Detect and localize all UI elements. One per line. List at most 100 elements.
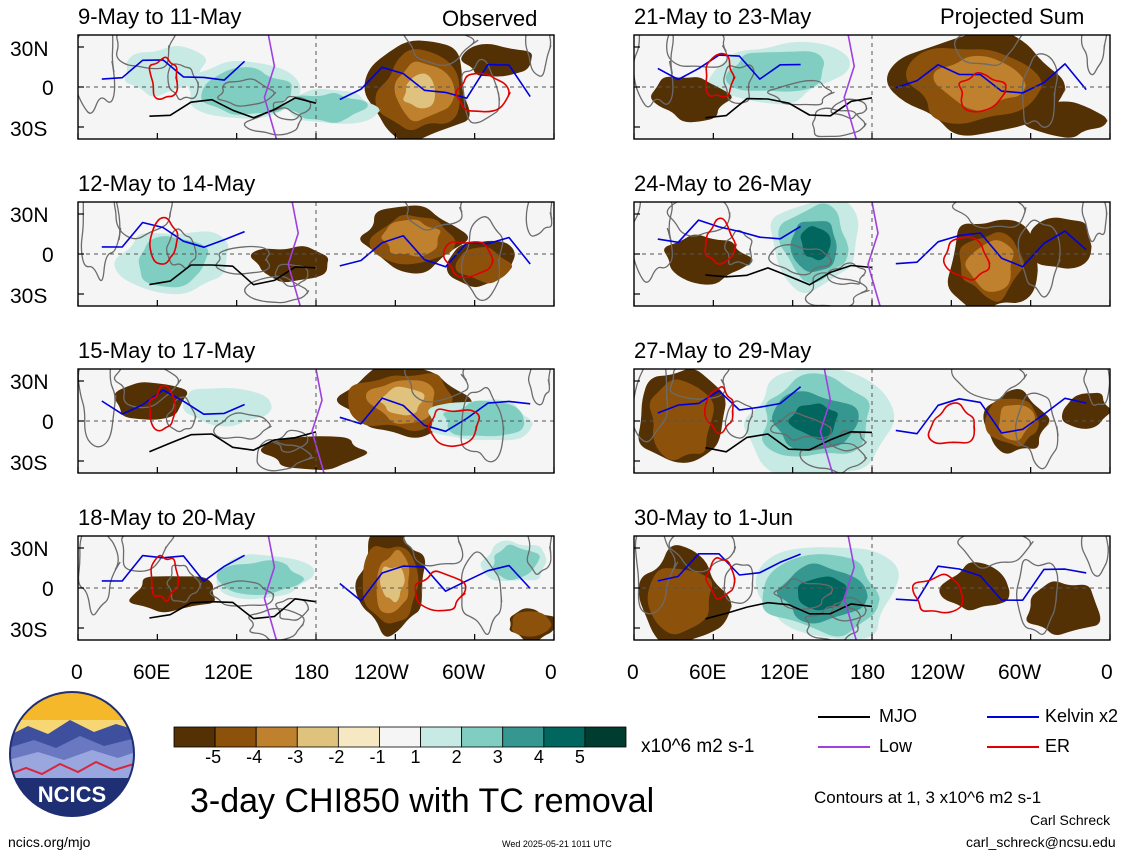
lon-label-60e-right: 60E xyxy=(689,661,727,684)
coastline xyxy=(634,369,669,443)
lon-label-120e-right: 120E xyxy=(760,661,810,684)
contour-line xyxy=(263,536,278,640)
panel-title-7: 27-May to 29-May xyxy=(634,338,812,363)
contour-line xyxy=(705,431,873,453)
contour-line xyxy=(148,384,177,432)
colorbar-tick-label: 3 xyxy=(492,747,503,767)
coastline xyxy=(167,63,199,101)
coastline xyxy=(1015,392,1059,470)
coastline xyxy=(113,369,182,409)
legend-lines xyxy=(818,716,1039,748)
legend-label-mjo: MJO xyxy=(879,706,917,726)
colorbar-swatch xyxy=(543,726,586,748)
map-panel-2 xyxy=(78,202,554,306)
coastline xyxy=(1080,536,1110,577)
coastline xyxy=(723,64,755,105)
colorbar-swatch xyxy=(379,726,421,748)
contour-line xyxy=(455,72,511,113)
coastline xyxy=(634,35,674,108)
coastline xyxy=(668,536,737,573)
coastline xyxy=(766,79,835,106)
coastline xyxy=(773,578,834,611)
coastline xyxy=(804,272,870,306)
coastline xyxy=(78,35,116,114)
colorbar-swatch xyxy=(502,726,545,748)
panel-title-6: 24-May to 26-May xyxy=(634,171,812,196)
coastline xyxy=(215,245,271,275)
contour-line xyxy=(958,71,1007,113)
contour-line xyxy=(895,230,1087,268)
lat-label-30n-4: 30N xyxy=(10,538,49,561)
contour-line xyxy=(149,431,317,453)
coastline xyxy=(527,369,551,406)
contour-line xyxy=(339,397,531,433)
author: Carl Schreck xyxy=(1030,812,1111,828)
coastline xyxy=(525,202,553,237)
coastline xyxy=(724,400,754,439)
anomaly-shading xyxy=(939,562,1010,611)
coastline xyxy=(826,262,867,285)
coastline xyxy=(275,597,310,621)
coastline xyxy=(1015,558,1059,635)
lat-label-eq-4: 0 xyxy=(42,578,54,601)
coastline xyxy=(80,202,122,282)
colorbar-tick-label: 1 xyxy=(410,747,421,767)
coastline xyxy=(812,107,867,138)
contour-line xyxy=(704,52,736,98)
lon-label-180-right: 180 xyxy=(850,661,886,684)
contour-line xyxy=(843,35,857,139)
panel-tag-projected: Projected Sum xyxy=(940,4,1085,29)
coastline xyxy=(524,35,552,77)
contour-line xyxy=(101,221,245,248)
anomaly-shading xyxy=(379,566,406,603)
coastline xyxy=(723,563,754,604)
map-panel-4 xyxy=(78,536,554,640)
map-panel-1 xyxy=(78,35,554,139)
anomaly-shading xyxy=(647,568,713,635)
coastline xyxy=(634,202,673,283)
lat-label-30n-1: 30N xyxy=(10,38,49,61)
anomaly-shading xyxy=(138,236,209,288)
panel-title-3: 15-May to 17-May xyxy=(78,338,256,363)
contour-line xyxy=(149,598,317,620)
legend-label-low: Low xyxy=(879,736,913,756)
contour-line xyxy=(819,369,834,473)
colorbar-swatch xyxy=(461,726,504,748)
anomaly-shading xyxy=(182,388,273,427)
map-panel-5 xyxy=(634,35,1110,139)
coastline xyxy=(953,35,1023,66)
lon-label-60e-left: 60E xyxy=(133,661,171,684)
contour-line xyxy=(101,554,245,582)
anomaly-shading xyxy=(1029,217,1092,269)
contour-line xyxy=(703,386,735,435)
anomaly-shading xyxy=(403,73,436,109)
lon-label-0e-right: 0 xyxy=(1101,661,1113,684)
coastline xyxy=(121,536,175,572)
main-title: 3-day CHI850 with TC removal xyxy=(190,782,655,820)
coastline xyxy=(166,564,202,603)
panel-title-8: 30-May to 1-Jun xyxy=(634,505,793,530)
colorbar-swatch xyxy=(337,726,380,748)
coastline xyxy=(248,607,305,640)
coastline xyxy=(830,98,868,120)
map-panels xyxy=(77,34,1111,641)
panel-title-1: 9-May to 11-May xyxy=(78,4,242,29)
lat-label-30n-3: 30N xyxy=(10,371,49,394)
coastline xyxy=(1080,35,1108,76)
anomaly-shading xyxy=(1020,101,1108,138)
contours-note: Contours at 1, 3 x10^6 m2 s-1 xyxy=(814,788,1042,807)
coastline xyxy=(768,244,833,276)
panel-title-2: 12-May to 14-May xyxy=(78,171,256,196)
anomaly-shading xyxy=(216,560,307,596)
contour-line xyxy=(657,54,801,81)
map-panel-3 xyxy=(78,369,554,473)
colorbar-tick-label: -2 xyxy=(328,747,345,767)
lat-label-30s-1: 30S xyxy=(10,118,48,141)
anomaly-shading xyxy=(788,403,838,441)
coastline xyxy=(804,605,861,640)
lat-label-eq-1: 0 xyxy=(42,77,54,100)
panel-title-4: 18-May to 20-May xyxy=(78,505,256,530)
anomaly-shading xyxy=(511,611,553,637)
colorbar-tick-label: 2 xyxy=(451,747,462,767)
contour-line xyxy=(427,408,481,448)
